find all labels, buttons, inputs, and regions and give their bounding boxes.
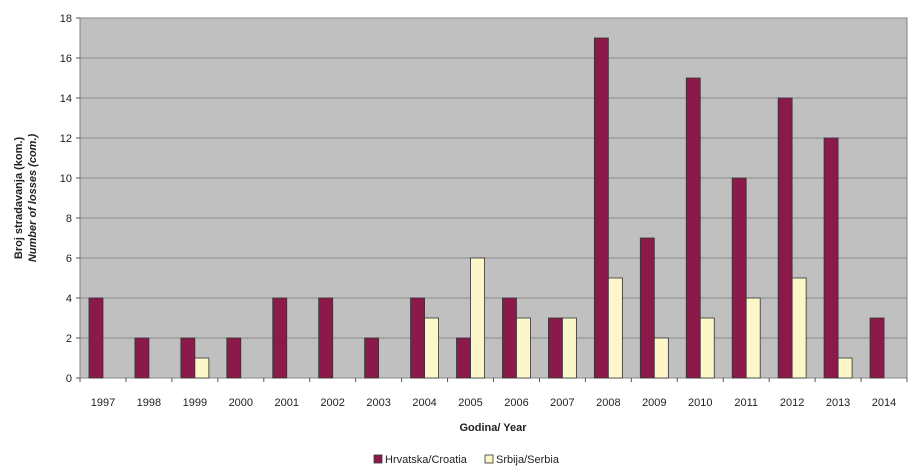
bar-serbia xyxy=(607,277,623,379)
bar-serbia xyxy=(653,337,669,379)
plot-area xyxy=(79,17,908,379)
x-tick-label: 2009 xyxy=(642,397,666,409)
bar-serbia xyxy=(194,357,210,379)
legend-label: Srbija/Serbia xyxy=(496,454,560,466)
bar-croatia xyxy=(134,337,150,379)
x-tick-label: 2000 xyxy=(229,397,253,409)
bar-croatia xyxy=(410,297,425,379)
bar-croatia xyxy=(272,297,288,379)
bar-croatia xyxy=(823,137,839,379)
y-tick-label: 10 xyxy=(60,173,72,185)
y-axis-title-line-1: Broj stradavanja (kom.) xyxy=(13,137,25,260)
x-tick-label: 2002 xyxy=(320,397,344,409)
legend-label: Hrvatska/Croatia xyxy=(385,454,468,466)
legend-swatch xyxy=(373,454,383,464)
x-tick-label: 2006 xyxy=(504,397,528,409)
legend: Hrvatska/Croatia Srbija/Serbia xyxy=(373,454,560,466)
bar-croatia xyxy=(593,37,609,379)
y-axis-title: Broj stradavanja (kom.) Number of losses… xyxy=(13,133,39,262)
bar-croatia xyxy=(364,337,380,379)
bar-croatia xyxy=(318,297,334,379)
y-tick-label: 12 xyxy=(60,133,72,145)
x-tick-label: 2010 xyxy=(688,397,712,409)
x-tick-label: 1997 xyxy=(91,397,115,409)
bar-serbia xyxy=(791,277,807,379)
legend-swatch xyxy=(484,454,494,464)
bar-serbia xyxy=(837,357,853,379)
x-tick-label: 2011 xyxy=(734,397,758,409)
bar-croatia xyxy=(88,297,104,379)
x-tick-label: 2012 xyxy=(780,397,804,409)
y-tick-label: 14 xyxy=(60,93,72,105)
y-tick-label: 18 xyxy=(60,13,72,25)
x-tick-label: 2005 xyxy=(458,397,482,409)
bars xyxy=(88,37,885,379)
y-tick-label: 2 xyxy=(66,333,72,345)
x-tick-label: 2004 xyxy=(412,397,436,409)
x-tick-label: 2014 xyxy=(872,397,896,409)
bar-croatia xyxy=(777,97,793,379)
y-tick-label: 6 xyxy=(66,253,72,265)
x-tick-label: 2013 xyxy=(826,397,850,409)
y-tick-label: 0 xyxy=(66,373,72,385)
bar-croatia xyxy=(226,337,242,379)
bar-croatia xyxy=(639,237,655,379)
y-tick-label: 8 xyxy=(66,213,72,225)
x-tick-label: 1998 xyxy=(137,397,161,409)
x-tick-label: 2008 xyxy=(596,397,620,409)
bar-serbia xyxy=(699,317,715,379)
bar-croatia xyxy=(180,337,196,379)
bar-croatia xyxy=(548,317,563,379)
bar-serbia xyxy=(516,317,531,379)
y-tick-label: 4 xyxy=(66,293,72,305)
x-axis-title: Godina/ Year xyxy=(459,422,527,434)
x-axis-ticks: 1997 1998 1999 2000 2001 2002 2003 2004 2005 2006… xyxy=(79,378,908,409)
bar-croatia xyxy=(502,297,517,379)
y-tick-label: 16 xyxy=(60,53,72,65)
bar-croatia xyxy=(685,77,701,379)
x-tick-label: 2001 xyxy=(275,397,299,409)
x-tick-label: 1999 xyxy=(183,397,207,409)
y-axis-ticks: 0 2 4 6 8 10 12 14 16 18 xyxy=(60,13,80,385)
y-axis-title-line-2: Number of losses (com.) xyxy=(27,133,39,262)
bar-croatia xyxy=(731,177,747,379)
bar-serbia xyxy=(745,297,761,379)
bar-croatia xyxy=(456,337,471,379)
bar-croatia xyxy=(869,317,885,379)
bar-serbia xyxy=(424,317,439,379)
bar-serbia xyxy=(470,257,485,379)
x-tick-label: 2003 xyxy=(366,397,390,409)
x-tick-label: 2007 xyxy=(550,397,574,409)
bar-serbia xyxy=(562,317,577,379)
